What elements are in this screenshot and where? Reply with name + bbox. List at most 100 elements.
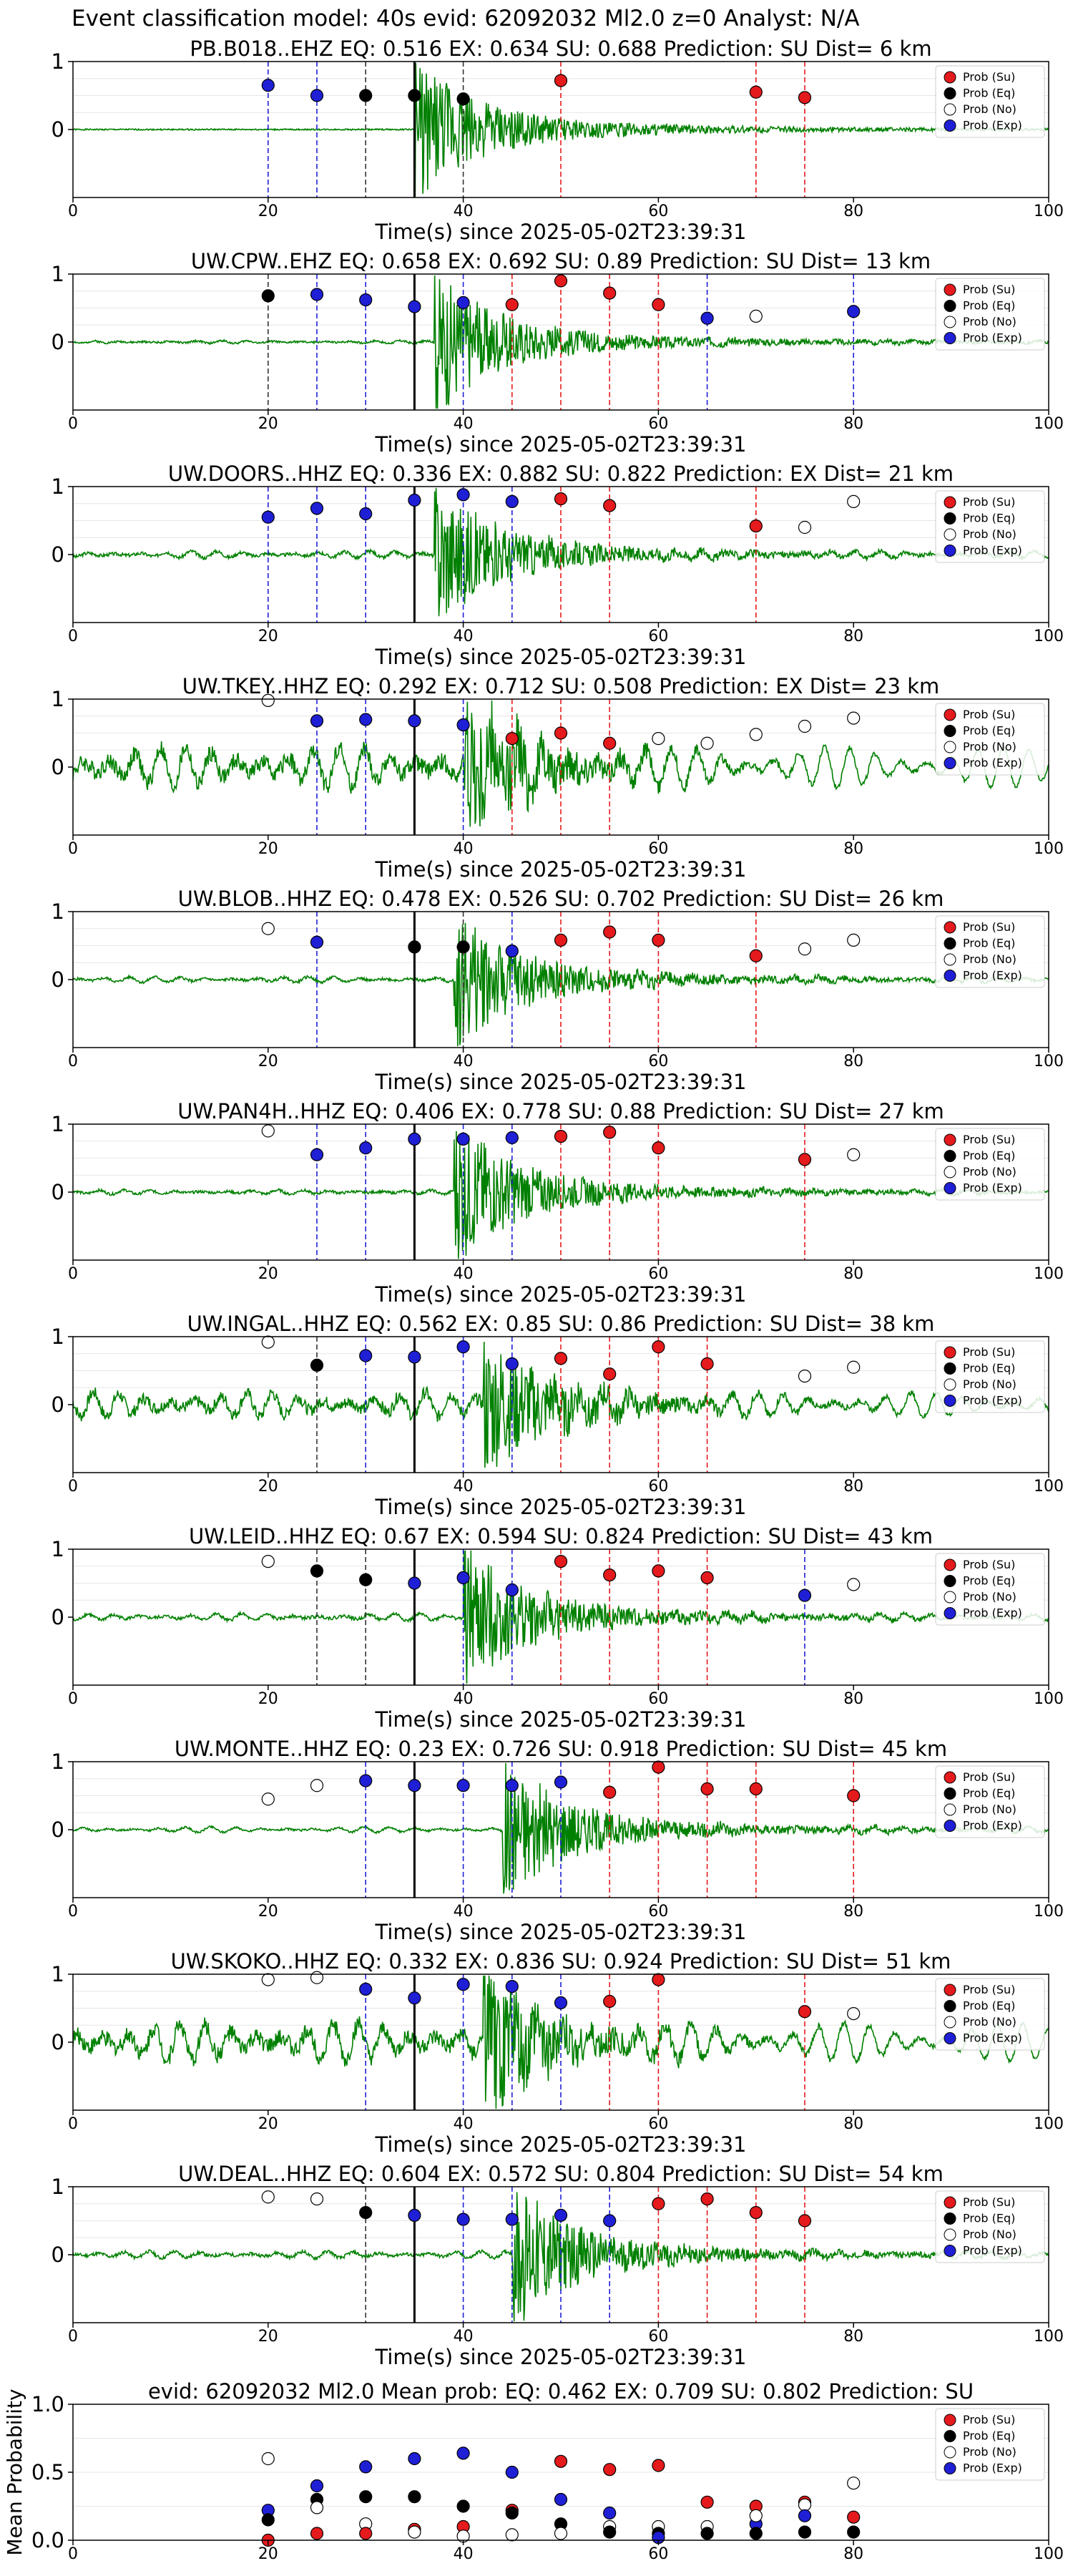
legend-box <box>935 1128 1045 1201</box>
legend-marker-no <box>944 2446 956 2459</box>
prob-point-no <box>261 1335 275 1349</box>
prob-point-exp <box>847 305 861 318</box>
x-tick-label: 40 <box>454 203 474 220</box>
plot-area <box>73 1124 1049 1260</box>
legend-marker-exp <box>944 2032 956 2044</box>
prob-point-exp <box>359 1349 373 1362</box>
prob-point-eq <box>261 289 275 303</box>
x-axis-label: Time(s) since 2025-05-02T23:39:31 <box>375 1707 747 1732</box>
x-axis-label: Time(s) since 2025-05-02T23:39:31 <box>375 432 747 457</box>
prob-point-eq <box>456 2499 470 2513</box>
prob-point-no <box>847 933 861 947</box>
prob-point-su <box>652 1760 665 1774</box>
x-tick-label: 60 <box>648 1903 668 1921</box>
prob-point-exp <box>359 1141 373 1155</box>
x-tick-label: 100 <box>1034 1053 1064 1070</box>
prob-point-eq <box>310 1358 324 1372</box>
legend-label: Prob (No) <box>963 1590 1016 1604</box>
prob-point-exp <box>554 2492 568 2507</box>
x-axis-label: Time(s) since 2025-05-02T23:39:31 <box>375 1282 747 1307</box>
x-tick-label: 20 <box>258 1478 278 1496</box>
legend-marker-exp <box>944 545 956 557</box>
plot-area <box>73 487 1049 623</box>
x-tick-label: 20 <box>258 1690 278 1708</box>
prob-point-no <box>700 736 714 750</box>
legend-label: Prob (Exp) <box>963 119 1022 132</box>
subplot-5: UW.BLOB..HHZ EQ: 0.478 EX: 0.526 SU: 0.7… <box>52 887 1064 1094</box>
prob-point-no <box>505 2528 519 2542</box>
y-tick-label: 1 <box>52 1112 64 1136</box>
legend-marker-su <box>944 71 956 84</box>
legend-marker-eq <box>944 1787 956 1800</box>
prob-point-exp <box>359 507 373 521</box>
prob-point-su <box>652 1973 665 1986</box>
legend: Prob (Su) Prob (Eq) Prob (No) Prob (Exp) <box>935 1765 1045 1838</box>
prob-point-exp <box>359 2460 373 2474</box>
prob-point-exp <box>456 718 470 732</box>
prob-point-no <box>798 520 812 535</box>
subplot-7: UW.INGAL..HHZ EQ: 0.562 EX: 0.85 SU: 0.8… <box>52 1312 1064 1519</box>
x-tick-label: 80 <box>843 2115 863 2133</box>
legend-label: Prob (No) <box>963 315 1016 328</box>
legend-label: Prob (Su) <box>963 283 1015 296</box>
prob-point-su <box>847 2510 861 2524</box>
prob-point-exp <box>408 1779 421 1792</box>
legend-marker-eq <box>944 300 956 312</box>
prob-point-exp <box>505 1980 519 1994</box>
prob-point-no <box>554 2527 568 2540</box>
prob-point-exp <box>554 1996 568 2009</box>
legend-marker-eq <box>944 1362 956 1375</box>
legend-label: Prob (Su) <box>963 1133 1015 1146</box>
legend-marker-su <box>944 921 956 934</box>
prob-point-exp <box>456 1779 470 1792</box>
x-tick-label: 80 <box>843 2545 863 2563</box>
prob-point-exp <box>505 2212 519 2226</box>
prob-point-no <box>261 2451 275 2466</box>
x-tick-label: 60 <box>648 2545 668 2563</box>
subplot-11: UW.DEAL..HHZ EQ: 0.604 EX: 0.572 SU: 0.8… <box>52 2162 1064 2369</box>
y-tick-label: 0 <box>52 2030 64 2054</box>
x-tick-label: 0 <box>68 2115 78 2133</box>
legend: Prob (Su) Prob (Eq) Prob (No) Prob (Exp) <box>935 915 1045 988</box>
plot-area <box>73 699 1049 835</box>
prob-point-exp <box>456 1571 470 1584</box>
prob-point-su <box>652 933 665 947</box>
legend-box <box>935 703 1045 776</box>
x-tick-label: 40 <box>454 628 474 645</box>
y-tick-label: 1 <box>52 1537 64 1561</box>
x-tick-label: 60 <box>648 1053 668 1070</box>
legend-label: Prob (Eq) <box>963 937 1015 950</box>
prob-point-exp <box>456 1978 470 1991</box>
x-tick-label: 100 <box>1034 1478 1064 1496</box>
x-tick-label: 0 <box>68 2328 78 2346</box>
prob-point-su <box>603 1785 617 1799</box>
legend-marker-su <box>944 1133 956 1146</box>
prob-point-su <box>652 1141 665 1155</box>
prob-point-exp <box>408 493 421 507</box>
prob-point-exp <box>310 714 324 728</box>
prob-point-exp <box>310 1148 324 1161</box>
prob-point-eq <box>408 89 421 102</box>
plot-area <box>73 1549 1049 1685</box>
x-tick-label: 100 <box>1034 203 1064 220</box>
legend-label: Prob (Eq) <box>963 87 1015 100</box>
y-tick-label: 1 <box>52 1962 64 1986</box>
prob-point-su <box>749 949 763 962</box>
x-tick-label: 80 <box>843 840 863 858</box>
x-tick-label: 40 <box>454 1053 474 1070</box>
prob-point-exp <box>359 1982 373 1996</box>
legend-marker-no <box>944 2016 956 2029</box>
legend-marker-no <box>944 953 956 966</box>
plot-area <box>73 274 1049 410</box>
y-tick-label: 1 <box>52 49 64 74</box>
waveform-trace <box>73 487 1049 617</box>
legend-marker-su <box>944 708 956 721</box>
prob-point-su <box>652 1564 665 1578</box>
x-tick-label: 100 <box>1034 415 1064 433</box>
prob-point-su <box>554 726 568 740</box>
legend-marker-eq <box>944 2000 956 2012</box>
legend-label: Prob (No) <box>963 1802 1016 1816</box>
legend-label: Prob (No) <box>963 2445 1016 2459</box>
prob-point-exp <box>261 510 275 524</box>
legend-label: Prob (Eq) <box>963 1149 1015 1163</box>
